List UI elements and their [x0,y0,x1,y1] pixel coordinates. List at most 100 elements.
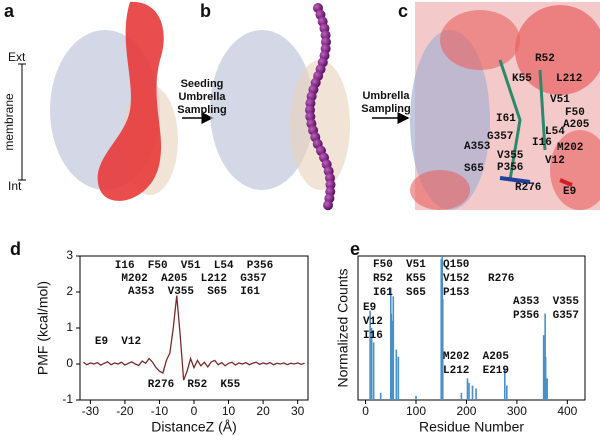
bar [369,310,371,400]
y-tick-label: 0 [66,356,73,370]
x-tick-label: -30 [82,404,100,418]
residue-label: V12 [545,155,565,167]
x-tick-label: 10 [222,404,236,418]
y-tick-label: 2 [66,284,73,298]
residue-label: S65 [464,163,484,175]
bar [506,385,508,400]
annotation: A353 V355 S65 I61 [128,286,260,298]
annotation: V152 [443,273,469,285]
annotation: P153 [443,287,470,299]
bar [397,356,400,400]
bar [468,382,470,400]
annotation: I16 F50 V51 L54 P356 [115,260,273,272]
panel-label: c [398,1,408,21]
annotation: R276 [488,273,514,285]
bar [466,378,469,400]
ext-label: Ext [8,50,26,64]
bar [390,320,393,400]
residue-label: P356 [497,162,523,174]
bar [440,258,443,400]
y-tick-label: -1 [62,392,73,406]
int-label: Int [8,179,22,193]
residue-label: A205 [563,119,590,131]
panel-label: e [350,239,360,259]
residue-label: A353 [464,141,491,153]
residue-label: L54 [545,126,565,138]
y-tick-label: 3 [66,248,73,262]
annotation: Q150 [443,259,469,271]
residue-label: F50 [565,107,585,119]
residue-label: M202 [557,142,583,154]
panel-label: b [200,1,211,21]
x-tick-label: 200 [456,404,476,418]
residue-label: I16 [532,137,552,149]
x-axis-title: DistanceZ (Å) [151,419,237,435]
annotation: M202 A205 L212 G357 [121,273,266,285]
sphere-path [305,3,336,211]
annotation: R276 R52 K55 [148,379,241,391]
arrow-label: Seeding [181,78,224,90]
arrow-label: Umbrella [178,91,226,103]
x-tick-label: 100 [406,404,426,418]
sphere [323,200,334,211]
x-tick-label: 300 [507,404,527,418]
residue-label: V355 [497,150,524,162]
annotation: E9 [363,302,376,314]
bar [379,392,382,400]
bar [441,299,444,400]
bar [544,356,547,400]
x-tick-label: -10 [151,404,169,418]
residue-label: K55 [512,73,532,85]
annotation: L212 E219 [443,365,509,377]
y-tick-label: 1 [66,320,73,334]
bar [475,388,477,400]
bar [392,296,395,400]
bar [503,368,506,400]
bar [542,335,545,400]
bar [370,328,373,400]
panel-label: a [4,1,15,21]
bar [460,392,463,400]
residue-label: I61 [496,113,516,125]
bar [471,385,474,400]
bar [395,349,398,400]
arrow-label: Umbrella [362,90,410,102]
x-tick-label: 30 [291,404,305,418]
x-tick-label: 0 [362,404,369,418]
bar [415,395,417,400]
residue-label: G357 [487,131,513,143]
x-axis-title: Residue Number [419,419,524,435]
arrow-label: Sampling [177,104,227,116]
protein-b [210,30,350,190]
annotation: M202 A205 [443,351,509,363]
annotation: I16 [363,330,383,342]
annotation: F50 V51 [373,259,426,271]
annotation: A353 V355 [513,296,579,308]
panel-label: d [10,239,21,259]
residue-label: R52 [535,53,555,65]
protein-a [50,1,178,201]
x-tick-label: 0 [191,404,198,418]
x-tick-label: -20 [116,404,134,418]
bar [372,342,375,400]
y-axis-title: PMF (kcal/mol) [35,281,51,375]
annotation: R52 K55 [373,273,426,285]
membrane-label: membrane [2,93,16,151]
x-tick-label: 20 [256,404,270,418]
residue-label: R276 [515,182,541,194]
bar [546,378,548,400]
annotation: E9 V12 [95,336,141,348]
annotation: I61 S65 [373,287,426,299]
arrow-label: Sampling [361,103,411,115]
y-axis-title: Normalized Counts [335,268,351,387]
annotation: P356 G357 [513,310,579,322]
residue-label: L212 [556,73,582,85]
annotation: V12 [363,316,383,328]
plot-frame [357,255,586,401]
residue-label: V51 [550,94,570,106]
x-tick-label: 400 [557,404,577,418]
residue-label: E9 [563,186,576,198]
